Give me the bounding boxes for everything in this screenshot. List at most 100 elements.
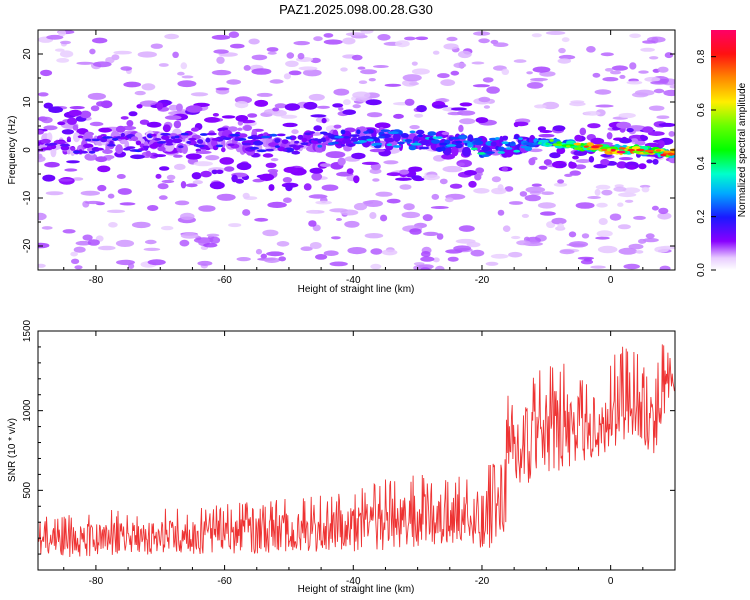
heatmap-ridge-blob xyxy=(165,138,174,144)
heatmap-noise-blob xyxy=(267,51,277,55)
heatmap-ridge-blob xyxy=(165,142,174,146)
heatmap-blob xyxy=(313,125,323,132)
heatmap-blob xyxy=(646,159,653,164)
heatmap-noise-blob xyxy=(466,241,481,248)
heatmap-noise-blob xyxy=(291,129,299,135)
heatmap-ridge-blob xyxy=(470,147,478,151)
heatmap-noise-blob xyxy=(157,183,169,190)
heatmap-noise-blob xyxy=(230,43,245,49)
heatmap-noise-blob xyxy=(583,111,601,116)
heatmap-noise-blob xyxy=(134,90,146,96)
heatmap-noise-blob xyxy=(329,208,348,213)
heatmap-blob xyxy=(128,111,138,117)
heatmap-noise-blob xyxy=(116,174,126,179)
heatmap-blob xyxy=(346,168,354,175)
heatmap-blob xyxy=(224,166,235,172)
x-tick-label: -40 xyxy=(346,275,361,286)
heatmap-blob xyxy=(587,123,601,129)
heatmap-blob xyxy=(449,183,463,189)
heatmap-ridge-blob xyxy=(347,143,354,147)
heatmap-peak-blob xyxy=(556,143,563,147)
heatmap-ridge-blob xyxy=(205,137,211,143)
heatmap-noise-blob xyxy=(399,184,412,190)
heatmap-noise-blob xyxy=(190,92,209,97)
heatmap-noise-blob xyxy=(610,70,622,75)
heatmap-blob xyxy=(386,172,402,177)
chart-title: PAZ1.2025.098.00.28.G30 xyxy=(279,2,433,17)
heatmap-noise-blob xyxy=(368,78,376,82)
heatmap-ridge-blob xyxy=(616,150,626,154)
heatmap-noise-blob xyxy=(516,240,531,246)
heatmap-noise-blob xyxy=(415,36,429,41)
heatmap-blob xyxy=(652,158,659,165)
heatmap-blob xyxy=(98,127,112,133)
heatmap-noise-blob xyxy=(446,36,458,42)
heatmap-noise-blob xyxy=(198,205,216,212)
heatmap-noise-blob xyxy=(343,99,351,106)
heatmap-ridge-blob xyxy=(41,147,51,151)
heatmap-noise-blob xyxy=(288,70,302,76)
heatmap-blob xyxy=(395,177,412,181)
heatmap-noise-blob xyxy=(609,213,622,221)
heatmap-blob xyxy=(204,117,220,123)
heatmap-ridge-blob xyxy=(501,141,509,145)
heatmap-blob xyxy=(311,172,323,181)
heatmap-ridge-blob xyxy=(171,138,183,144)
heatmap-ridge-blob xyxy=(300,142,309,146)
heatmap-noise-blob xyxy=(595,104,614,108)
heatmap-blob xyxy=(619,137,632,144)
heatmap-noise-blob xyxy=(40,69,53,77)
heatmap-noise-blob xyxy=(453,62,467,69)
heatmap-noise-blob xyxy=(622,187,641,194)
heatmap-blob xyxy=(310,114,327,118)
heatmap-blob xyxy=(399,169,410,175)
spectrogram-x-ticks: -80 -60 -40 -20 0 xyxy=(63,30,676,286)
heatmap-blob xyxy=(285,184,293,192)
heatmap-ridge-blob xyxy=(221,147,226,153)
heatmap-noise-blob xyxy=(266,251,285,257)
heatmap-noise-blob xyxy=(613,186,627,192)
heatmap-ridge-blob xyxy=(222,137,232,141)
heatmap-noise-blob xyxy=(618,247,638,255)
heatmap-noise-blob xyxy=(85,200,103,205)
heatmap-blob xyxy=(475,117,489,124)
heatmap-noise-blob xyxy=(270,158,279,162)
heatmap-noise-blob xyxy=(293,41,311,46)
heatmap-noise-blob xyxy=(57,30,67,37)
heatmap-ridge-blob xyxy=(467,144,474,148)
snr-panel: -80 -60 -40 -20 0 500 1000 1500 Height of stra… xyxy=(7,319,676,595)
heatmap-blob xyxy=(236,162,252,171)
heatmap-ridge-blob xyxy=(285,136,293,140)
heatmap-noise-blob xyxy=(401,211,421,219)
heatmap-noise-blob xyxy=(508,251,523,258)
heatmap-noise-blob xyxy=(443,43,459,50)
heatmap-noise-blob xyxy=(531,183,542,187)
heatmap-noise-blob xyxy=(439,178,448,185)
heatmap-ridge-blob xyxy=(130,136,139,142)
heatmap-ridge-blob xyxy=(309,131,315,134)
heatmap-blob xyxy=(212,113,219,117)
heatmap-ridge-blob xyxy=(481,146,491,152)
heatmap-noise-blob xyxy=(634,89,655,96)
heatmap-ridge-blob xyxy=(229,133,241,137)
heatmap-noise-blob xyxy=(502,225,511,232)
heatmap-blob xyxy=(593,164,608,169)
y-tick-label: 10 xyxy=(22,96,33,108)
heatmap-noise-blob xyxy=(43,125,58,131)
heatmap-ridge-blob xyxy=(549,139,554,142)
heatmap-blob xyxy=(67,117,77,125)
heatmap-blob xyxy=(130,154,145,160)
heatmap-ridge-blob xyxy=(431,139,441,144)
heatmap-blob xyxy=(316,105,330,109)
heatmap-noise-blob xyxy=(528,148,543,153)
heatmap-ridge-blob xyxy=(180,132,189,136)
heatmap-blob xyxy=(164,115,182,120)
heatmap-ridge-blob xyxy=(445,144,457,147)
heatmap-noise-blob xyxy=(525,186,546,193)
heatmap-noise-blob xyxy=(557,179,565,184)
heatmap-noise-blob xyxy=(236,257,251,262)
heatmap-noise-blob xyxy=(639,184,651,188)
heatmap-noise-blob xyxy=(436,233,444,240)
heatmap-blob xyxy=(353,175,360,184)
